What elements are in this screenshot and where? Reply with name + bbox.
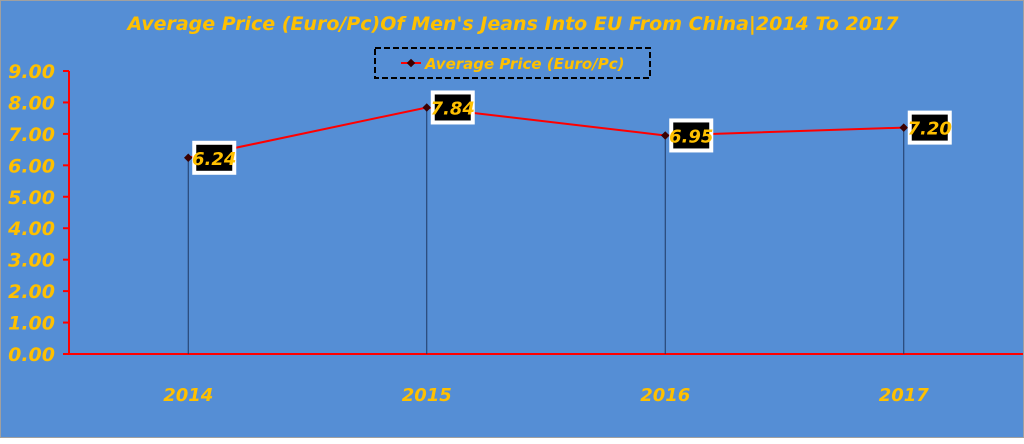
data-label-box [430,90,475,125]
y-tick-label: 2.00 [8,281,55,303]
series-line [188,106,904,159]
x-tick-label: 2014 [163,385,213,406]
y-tick-label: 8.00 [8,92,55,114]
data-label-box [907,110,952,145]
y-tick-label: 7.00 [8,124,55,146]
y-tick-label: 1.00 [8,313,55,335]
y-tick-label: 9.00 [8,61,55,83]
legend-box [374,47,651,79]
data-point [184,153,193,163]
y-tick-label: 6.00 [8,155,55,177]
x-tick-label: 2015 [402,385,452,406]
y-tick-label: 3.00 [8,250,55,272]
data-label-box [192,140,237,175]
data-label-box [669,118,714,153]
x-tick-label: 2016 [640,385,690,406]
legend-marker-swatch [406,58,416,68]
x-tick-label: 2017 [879,385,930,406]
chart-title: Average Price (Euro/Pc)Of Men's Jeans In… [126,13,900,35]
data-label: 7.84 [431,98,475,119]
legend-label: Average Price (Euro/Pc) [424,55,624,73]
data-label: 7.20 [908,119,952,140]
data-label: 6.24 [192,149,236,170]
legend: Average Price (Euro/Pc) [374,47,651,79]
y-tick-label: 5.00 [8,187,55,209]
y-tick-label: 0.00 [8,344,55,366]
data-label: 6.95 [669,126,713,147]
y-tick-label: 4.00 [7,218,55,240]
data-point [422,103,431,112]
